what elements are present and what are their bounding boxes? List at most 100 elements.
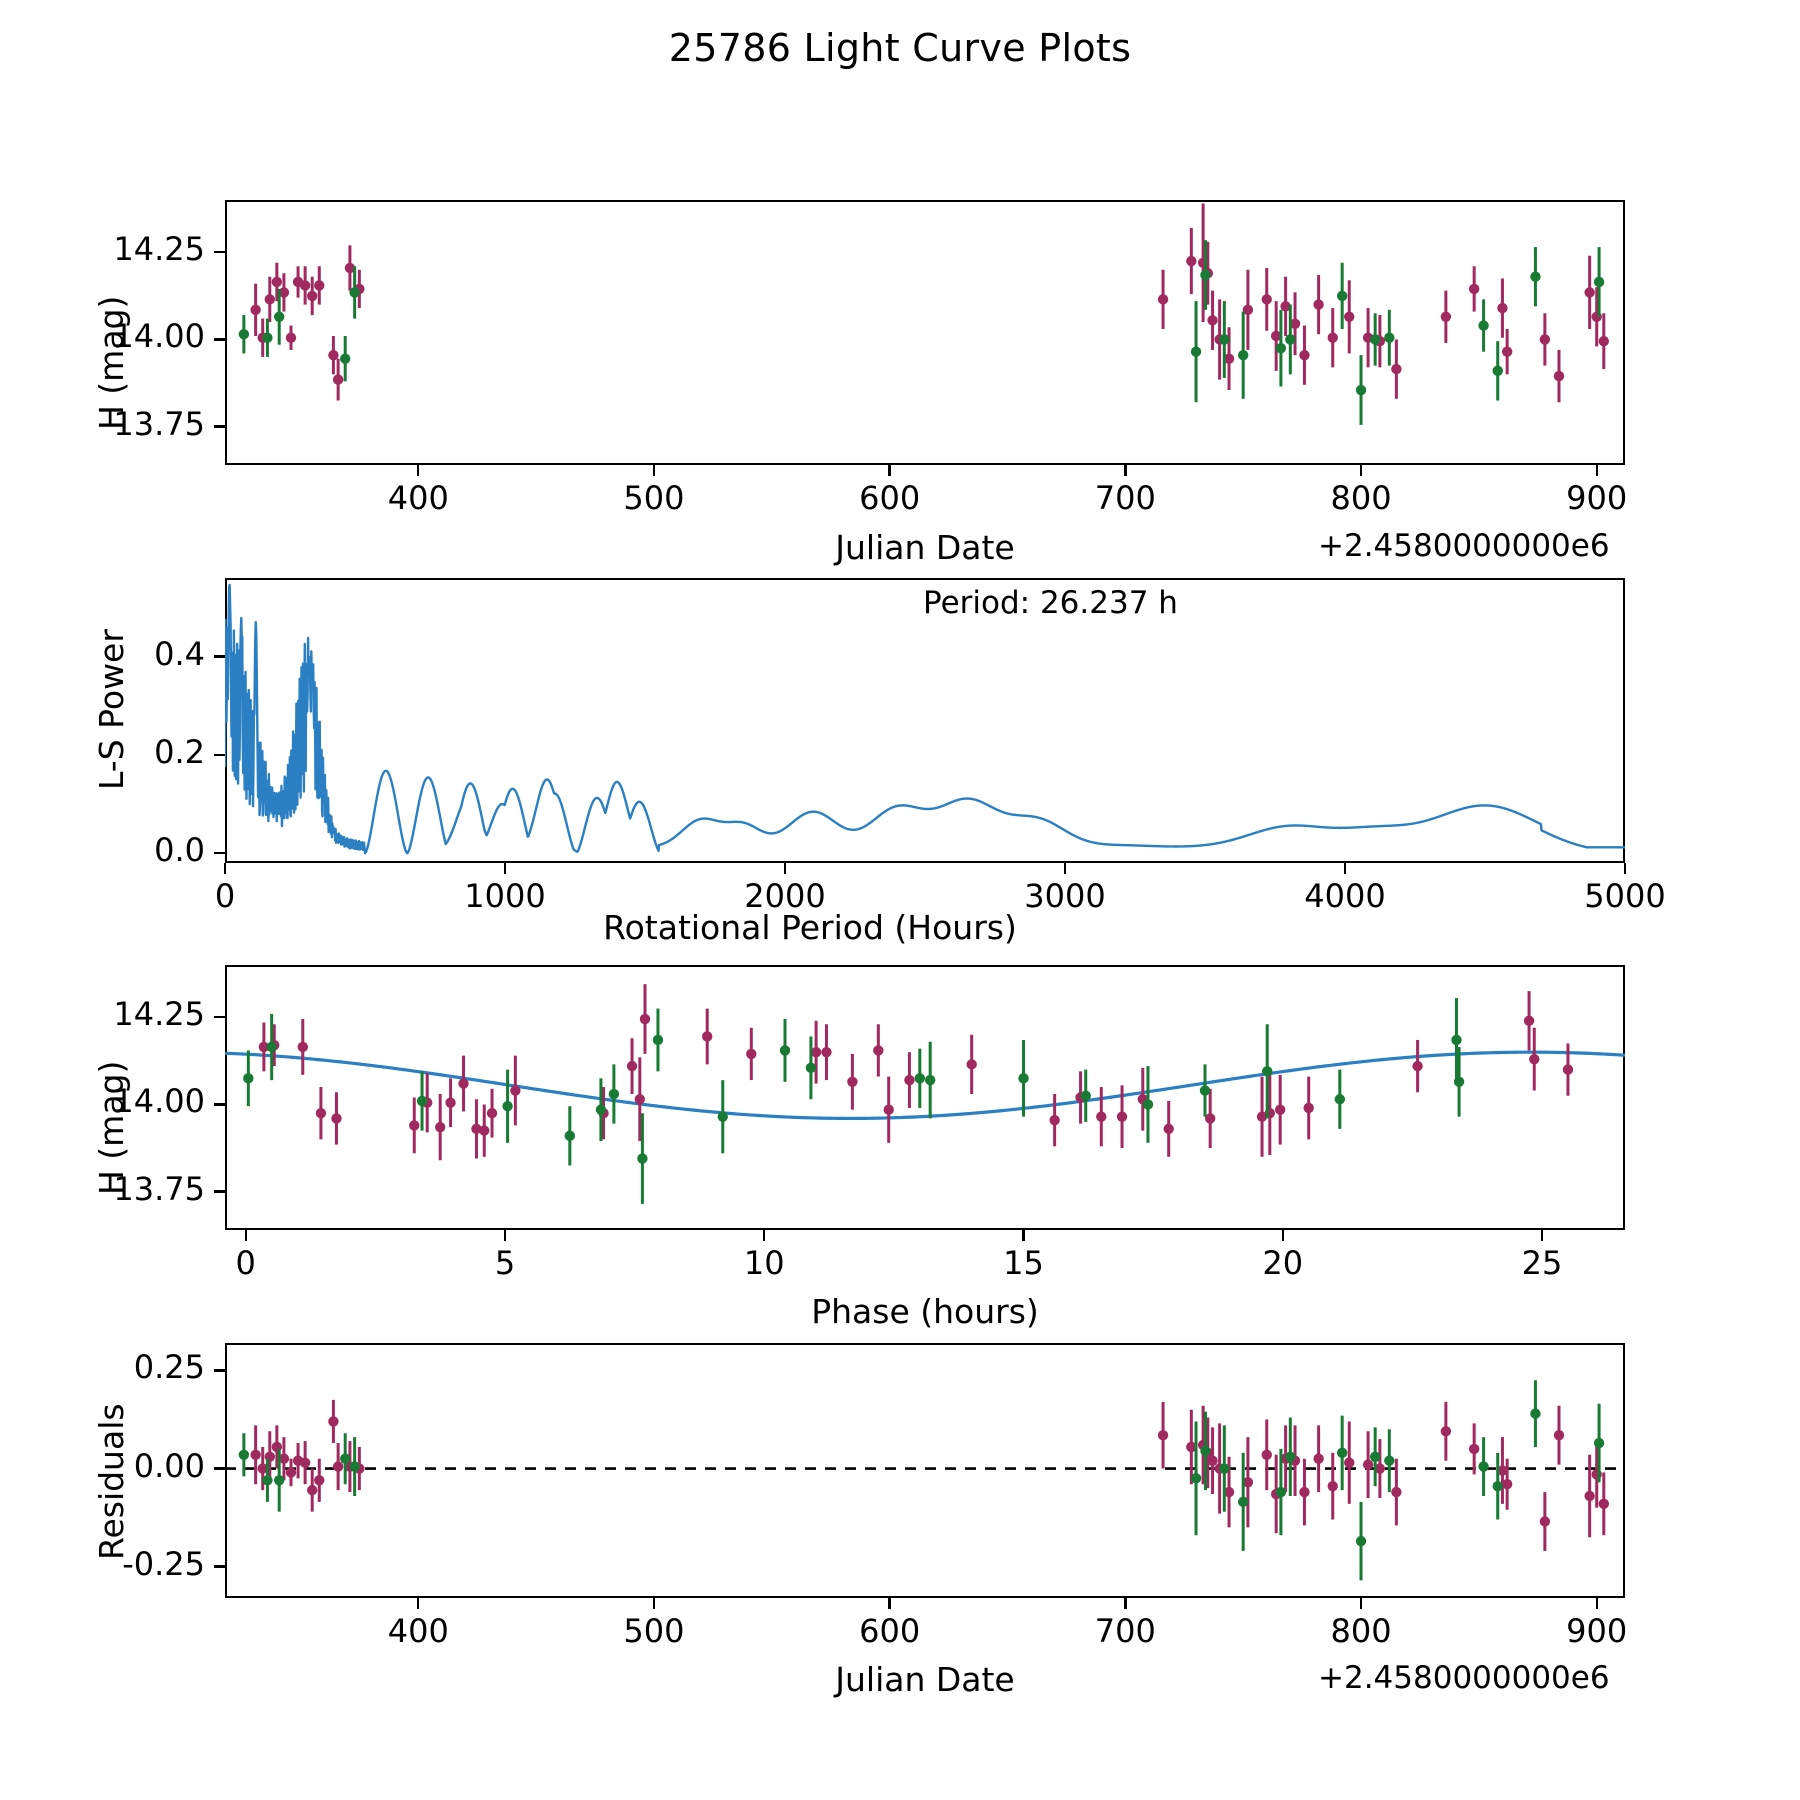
- y-tick-lightcurve-2: 13.75: [113, 404, 205, 443]
- y-tickmark-periodogram-2: [214, 851, 225, 855]
- x-tick-residuals-4: 800: [1330, 1612, 1392, 1650]
- x-tickmark-residuals-4: [1359, 1598, 1363, 1609]
- x-tickmark-periodogram-4: [1343, 863, 1347, 874]
- x-axis-label-residuals: Julian Date: [835, 1660, 1015, 1699]
- x-tick-periodogram-3: 3000: [1024, 877, 1106, 915]
- x-tickmark-periodogram-3: [1063, 863, 1067, 874]
- y-tickmark-lightcurve-2: [214, 425, 225, 428]
- sinusoid-fit-line: [225, 1050, 1625, 1121]
- x-tick-periodogram-0: 0: [214, 877, 236, 915]
- x-tick-phasefold-3: 15: [1003, 1244, 1044, 1282]
- x-tickmark-lightcurve-0: [417, 465, 420, 476]
- x-tickmark-residuals-3: [1124, 1598, 1127, 1609]
- y-tickmark-periodogram-0: [214, 655, 225, 658]
- y-tickmark-phasefold-0: [214, 1016, 225, 1019]
- x-tick-lightcurve-0: 400: [387, 479, 449, 517]
- ls-power-curve: [225, 583, 1625, 855]
- x-tick-residuals-3: 700: [1094, 1612, 1156, 1650]
- panel-periodogram: [225, 578, 1625, 863]
- x-tickmark-lightcurve-4: [1359, 465, 1363, 476]
- y-tickmark-lightcurve-0: [214, 251, 225, 254]
- x-tickmark-phasefold-4: [1281, 1230, 1284, 1241]
- x-axis-offset-lightcurve: +2.4580000000e6: [1318, 528, 1610, 564]
- y-tickmark-phasefold-2: [214, 1190, 225, 1193]
- series-series_b: [238, 1380, 1605, 1581]
- x-tick-phasefold-1: 5: [494, 1244, 516, 1282]
- x-tickmark-residuals-0: [417, 1598, 420, 1609]
- panel-lightcurve: [225, 200, 1625, 465]
- x-tickmark-periodogram-0: [223, 863, 227, 874]
- x-tick-lightcurve-3: 700: [1094, 479, 1156, 517]
- x-tickmark-lightcurve-5: [1595, 465, 1598, 476]
- panel-phasefold: [225, 965, 1625, 1230]
- x-tick-phasefold-5: 25: [1521, 1244, 1563, 1282]
- x-tick-lightcurve-5: 900: [1566, 479, 1628, 517]
- x-tickmark-residuals-1: [652, 1598, 656, 1609]
- axes-frame-lightcurve: [225, 200, 1625, 465]
- period-annotation: Period: 26.237 h: [923, 585, 1178, 621]
- panel-residuals: [225, 1343, 1625, 1598]
- y-tickmark-periodogram-1: [214, 753, 225, 757]
- x-tick-residuals-0: 400: [387, 1612, 449, 1650]
- x-tickmark-periodogram-5: [1623, 863, 1627, 874]
- x-tick-lightcurve-1: 500: [623, 479, 685, 517]
- x-tickmark-lightcurve-1: [652, 465, 656, 476]
- series-series_b: [238, 240, 1605, 425]
- x-tick-lightcurve-4: 800: [1330, 479, 1392, 517]
- y-tick-lightcurve-1: 14.00: [113, 317, 205, 356]
- y-tick-periodogram-0: 0.4: [154, 634, 205, 673]
- x-tick-periodogram-1: 1000: [464, 877, 546, 915]
- series-series_a: [250, 1399, 1609, 1551]
- y-tickmark-residuals-1: [214, 1467, 225, 1470]
- periodogram-plot-area: [225, 583, 1625, 855]
- series-series_a: [258, 984, 1574, 1161]
- x-tick-phasefold-4: 20: [1262, 1244, 1304, 1282]
- x-tickmark-phasefold-2: [763, 1230, 766, 1241]
- y-tick-residuals-2: -0.25: [122, 1544, 205, 1583]
- y-tick-phasefold-0: 14.25: [113, 995, 205, 1034]
- y-tickmark-phasefold-1: [214, 1103, 225, 1106]
- y-tick-phasefold-1: 14.00: [113, 1082, 205, 1121]
- y-tick-periodogram-1: 0.2: [154, 732, 205, 771]
- x-tick-residuals-2: 600: [859, 1612, 921, 1650]
- x-tick-lightcurve-2: 600: [859, 479, 921, 517]
- x-tick-phasefold-2: 10: [743, 1244, 785, 1282]
- x-axis-label-periodogram: Rotational Period (Hours): [603, 908, 1017, 947]
- y-tick-lightcurve-0: 14.25: [113, 230, 205, 269]
- x-tickmark-periodogram-1: [503, 863, 507, 874]
- x-tickmark-lightcurve-2: [888, 465, 891, 476]
- x-tick-residuals-1: 500: [623, 1612, 685, 1650]
- x-tickmark-lightcurve-3: [1124, 465, 1127, 476]
- x-tick-phasefold-0: 0: [235, 1244, 256, 1282]
- x-axis-label-lightcurve: Julian Date: [835, 528, 1015, 567]
- axes-frame-residuals: [225, 1343, 1625, 1598]
- x-tick-periodogram-2: 2000: [744, 877, 826, 915]
- axes-frame-phasefold: [225, 965, 1625, 1230]
- x-tick-periodogram-4: 4000: [1304, 877, 1386, 915]
- y-tick-periodogram-2: 0.0: [154, 831, 205, 870]
- residuals-plot-area: [225, 1380, 1625, 1581]
- y-tickmark-residuals-0: [214, 1369, 225, 1372]
- series-series_a: [250, 203, 1609, 403]
- x-tickmark-phasefold-1: [503, 1230, 507, 1241]
- y-tickmark-residuals-2: [214, 1565, 225, 1568]
- y-tick-phasefold-2: 13.75: [113, 1169, 205, 1208]
- x-tickmark-phasefold-5: [1540, 1230, 1544, 1241]
- x-tickmark-residuals-2: [888, 1598, 891, 1609]
- x-axis-offset-residuals: +2.4580000000e6: [1318, 1660, 1610, 1696]
- y-tick-residuals-0: 0.25: [133, 1348, 205, 1387]
- x-axis-label-phasefold: Phase (hours): [811, 1292, 1039, 1331]
- x-tickmark-residuals-5: [1595, 1598, 1598, 1609]
- figure-title: 25786 Light Curve Plots: [668, 26, 1132, 70]
- lightcurve-plot-area: [238, 203, 1609, 425]
- x-tick-residuals-5: 900: [1566, 1612, 1628, 1650]
- y-tick-residuals-1: 0.00: [133, 1446, 205, 1485]
- x-tickmark-periodogram-2: [783, 863, 787, 874]
- x-tickmark-phasefold-3: [1022, 1230, 1025, 1241]
- y-tickmark-lightcurve-1: [214, 338, 225, 341]
- series-series_b: [243, 998, 1465, 1204]
- x-tick-periodogram-5: 5000: [1584, 877, 1666, 915]
- phasefold-plot-area: [225, 984, 1625, 1204]
- x-tickmark-phasefold-0: [244, 1230, 247, 1241]
